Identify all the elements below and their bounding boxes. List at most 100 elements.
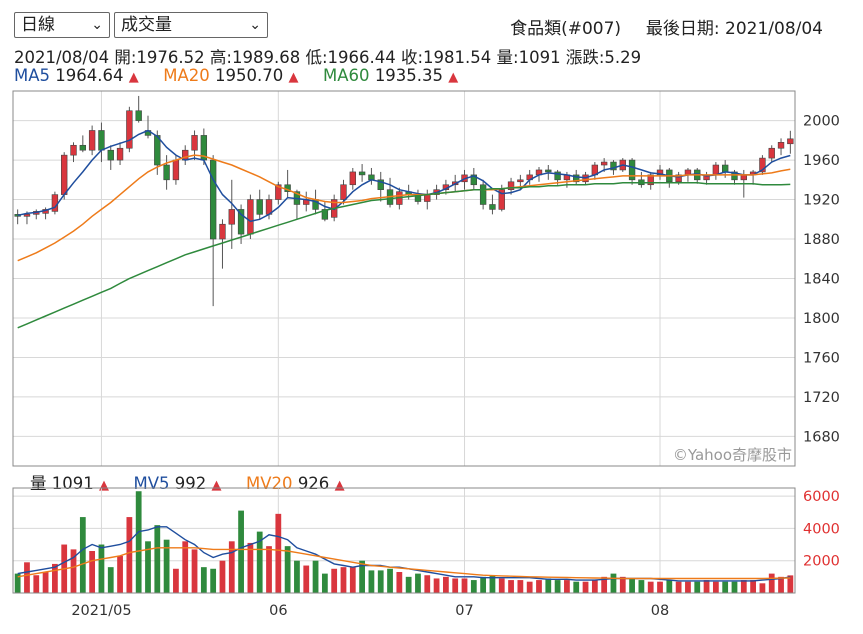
candle-body: [191, 135, 198, 151]
price-tick-label: 1760: [803, 350, 840, 366]
volume-bar: [452, 578, 459, 593]
last-date-label: 最後日期: 2021/08/04: [645, 19, 823, 39]
price-grid: [13, 91, 795, 466]
volume-bar: [712, 581, 719, 593]
volume-bar: [675, 581, 682, 593]
legend-ma5-label: MA5: [14, 66, 51, 85]
ma5-line: [17, 129, 791, 223]
up-arrow-icon: ▲: [334, 478, 345, 493]
candle-body: [647, 174, 654, 186]
candle: [228, 179, 235, 249]
indicator-select[interactable]: 成交量 ⌄: [114, 12, 268, 38]
ohlc-open: 開:1976.52: [114, 48, 205, 67]
candle-body: [349, 171, 356, 186]
volume-bar: [731, 581, 738, 593]
candle: [414, 189, 422, 205]
volume-bar: [107, 567, 114, 593]
volume-bar: [52, 563, 58, 593]
candle: [303, 191, 310, 212]
legend-ma20-value: 1950.70: [215, 66, 284, 85]
volume-bar: [424, 575, 431, 593]
candle-body: [163, 164, 170, 181]
volume-bar: [564, 580, 570, 593]
volume-bar: [349, 567, 356, 593]
price-tick-label: 1720: [803, 390, 840, 406]
period-select-value: 日線: [21, 15, 55, 35]
volume-bar: [33, 575, 40, 593]
chevron-down-icon: ⌄: [249, 17, 261, 33]
candle-body: [256, 199, 263, 215]
candle: [656, 165, 664, 180]
up-arrow-icon: ▲: [448, 70, 459, 85]
period-select[interactable]: 日線 ⌄: [14, 12, 110, 38]
volume-bar: [321, 573, 328, 593]
volume-plot-frame: [12, 487, 796, 594]
volume-bar: [722, 581, 729, 593]
volume-bar: [480, 576, 487, 593]
symbol-label: 食品類(#007): [510, 19, 622, 39]
candle-body: [479, 184, 487, 205]
candle: [591, 162, 599, 180]
candle: [321, 201, 329, 222]
candle-body: [98, 130, 105, 151]
candle-body: [712, 164, 720, 176]
candle-body: [70, 144, 77, 156]
volume-bar: [14, 573, 21, 593]
candle: [144, 115, 152, 139]
candle: [33, 209, 40, 220]
volume-bar: [759, 583, 766, 593]
candle-body: [731, 171, 738, 181]
candle-body: [61, 154, 68, 195]
volume-bar: [79, 517, 86, 593]
x-tick-label: 2021/05: [71, 603, 131, 619]
ohlc-readout: 2021/08/04 開:1976.52 高:1989.68 低:1966.44…: [14, 44, 641, 68]
candle: [14, 209, 21, 225]
candle: [424, 189, 431, 210]
candle-body: [51, 194, 59, 212]
volume-bar: [573, 581, 580, 593]
candle-body: [600, 161, 608, 166]
candle-body: [321, 209, 329, 220]
volume-bar: [750, 580, 756, 593]
candle: [386, 177, 394, 208]
x-tick-label: 08: [651, 603, 669, 619]
volume-bar: [619, 576, 626, 593]
volume-bar: [443, 576, 449, 593]
candle-body: [721, 164, 729, 173]
volume-bar: [489, 575, 496, 593]
volume-bar: [517, 580, 524, 593]
ohlc-volume: 量:1091: [496, 48, 561, 67]
candle: [135, 95, 142, 123]
candle: [368, 167, 375, 185]
volume-bar: [275, 513, 282, 593]
candle-body: [154, 135, 161, 166]
ohlc-close: 收:1981.54: [401, 48, 492, 67]
candle: [638, 171, 645, 188]
volume-bar: [42, 572, 49, 593]
candle: [70, 142, 77, 163]
volume-bar: [219, 560, 226, 593]
volume-bar: [582, 581, 589, 593]
candle: [358, 164, 366, 182]
price-tick-label: 1840: [803, 272, 840, 288]
volume-bar: [284, 546, 291, 593]
candle: [479, 179, 487, 210]
candle-body: [424, 194, 431, 202]
volume-bar: [256, 531, 263, 593]
candle: [116, 142, 124, 166]
mv20-line: [17, 547, 791, 580]
candle-body: [107, 149, 114, 161]
volume-bar: [303, 565, 310, 593]
volume-bar: [396, 572, 403, 593]
price-tick-label: 1800: [803, 311, 840, 327]
volume-bar: [191, 549, 198, 593]
volume-bar: [98, 544, 105, 593]
up-arrow-icon: ▲: [288, 70, 299, 85]
candle-body: [498, 189, 505, 210]
volume-bar: [70, 549, 77, 593]
candle: [470, 167, 478, 190]
watermark: ©Yahoo奇摩股市: [673, 446, 792, 464]
candle-body: [219, 223, 226, 240]
candle: [79, 135, 87, 153]
